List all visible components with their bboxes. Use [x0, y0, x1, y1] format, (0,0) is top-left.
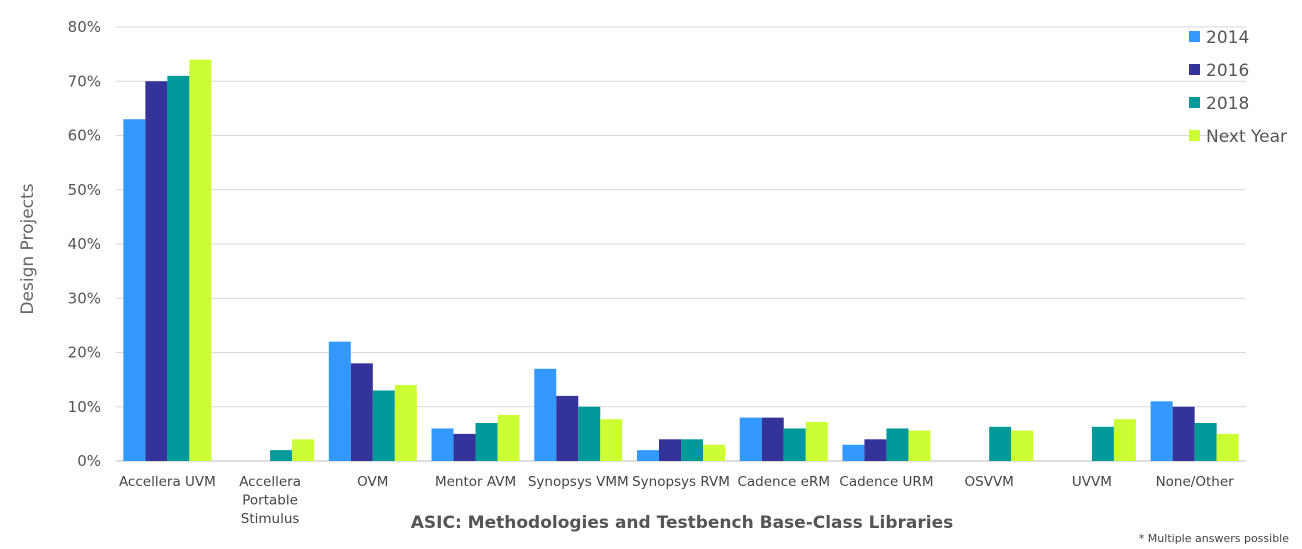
footnote: * Multiple answers possible: [1139, 532, 1289, 545]
x-category-label: Stimulus: [241, 511, 300, 527]
bar-next-year: [1216, 433, 1239, 462]
y-axis-title: Design Projects: [18, 183, 38, 314]
bar-next-year: [600, 419, 623, 461]
bar-next-year: [805, 421, 828, 461]
bar-2018: [167, 75, 190, 461]
legend-swatch: [1189, 97, 1200, 108]
x-category-label: Cadence eRM: [737, 474, 829, 490]
bar-next-year: [189, 59, 212, 462]
bar-2018: [681, 439, 703, 461]
y-tick-label: 10%: [68, 398, 101, 416]
y-axis-ticks: 0% 10% 20% 30% 40% 50% 60% 70% 80%: [68, 18, 101, 470]
y-tick-label: 20%: [68, 344, 101, 362]
bar-2014: [739, 417, 762, 461]
legend-swatch: [1189, 64, 1200, 75]
bar-2016: [864, 439, 887, 461]
legend-label: 2014: [1206, 28, 1249, 48]
legend-label: 2016: [1206, 61, 1249, 81]
x-category-label: Synopsys RVM: [632, 474, 730, 490]
y-tick-label: 80%: [68, 18, 101, 36]
bar-2014: [328, 341, 351, 461]
y-tick-label: 40%: [68, 235, 101, 253]
x-category-label: UVVM: [1072, 474, 1112, 490]
legend-label: Next Year: [1206, 127, 1287, 147]
bar-2018: [886, 428, 909, 461]
legend-swatch: [1189, 130, 1200, 141]
bar-next-year: [497, 414, 520, 461]
bar-2016: [350, 363, 373, 461]
bars: [123, 59, 1239, 462]
x-category-label: OVM: [357, 474, 388, 490]
bar-2016: [761, 417, 784, 461]
bar-2014: [534, 368, 557, 461]
x-axis-categories: Accellera UVM Accellera Portable Stimulus OV…: [119, 474, 1234, 527]
bar-2014: [123, 119, 146, 461]
bar-2014: [842, 444, 865, 461]
legend-label: 2018: [1206, 94, 1249, 114]
x-category-label: Cadence URM: [839, 474, 933, 490]
x-category-label: Accellera UVM: [119, 474, 216, 490]
x-category-label: Portable: [242, 493, 298, 509]
y-tick-label: 70%: [68, 72, 101, 90]
bar-2018: [1194, 423, 1217, 461]
x-category-label: Synopsys VMM: [528, 474, 629, 490]
x-category-label: None/Other: [1156, 474, 1235, 490]
x-category-label: OSVVM: [965, 474, 1014, 490]
bar-2016: [453, 433, 476, 462]
bar-2016: [659, 439, 681, 461]
x-category-label: Accellera: [239, 474, 301, 490]
gridlines: [116, 26, 1246, 462]
bar-2016: [556, 395, 579, 461]
bar-next-year: [908, 430, 931, 461]
y-tick-label: 60%: [68, 127, 101, 145]
bar-next-year: [394, 385, 417, 461]
bar-2018: [783, 428, 806, 461]
bar-2018: [989, 426, 1012, 461]
bar-2014: [1150, 401, 1173, 461]
y-tick-label: 0%: [77, 452, 101, 470]
legend: 2014 2016 2018 Next Year: [1189, 28, 1287, 147]
bar-2018: [475, 423, 498, 461]
bar-next-year: [292, 439, 315, 461]
x-axis-title: ASIC: Methodologies and Testbench Base-C…: [411, 513, 953, 533]
bar-next-year: [1011, 430, 1034, 461]
y-tick-label: 30%: [68, 289, 101, 307]
bar-2016: [1172, 406, 1195, 461]
bar-2018: [1091, 426, 1114, 461]
bar-2014: [431, 428, 454, 461]
bar-next-year: [1113, 419, 1136, 461]
bar-2014: [637, 450, 659, 461]
y-tick-label: 50%: [68, 181, 101, 199]
bar-next-year: [703, 444, 725, 461]
bar-2016: [145, 81, 168, 461]
bar-2018: [578, 406, 601, 461]
bar-2018: [270, 450, 293, 461]
legend-swatch: [1189, 31, 1200, 42]
bar-2018: [372, 390, 395, 461]
x-category-label: Mentor AVM: [435, 474, 516, 490]
